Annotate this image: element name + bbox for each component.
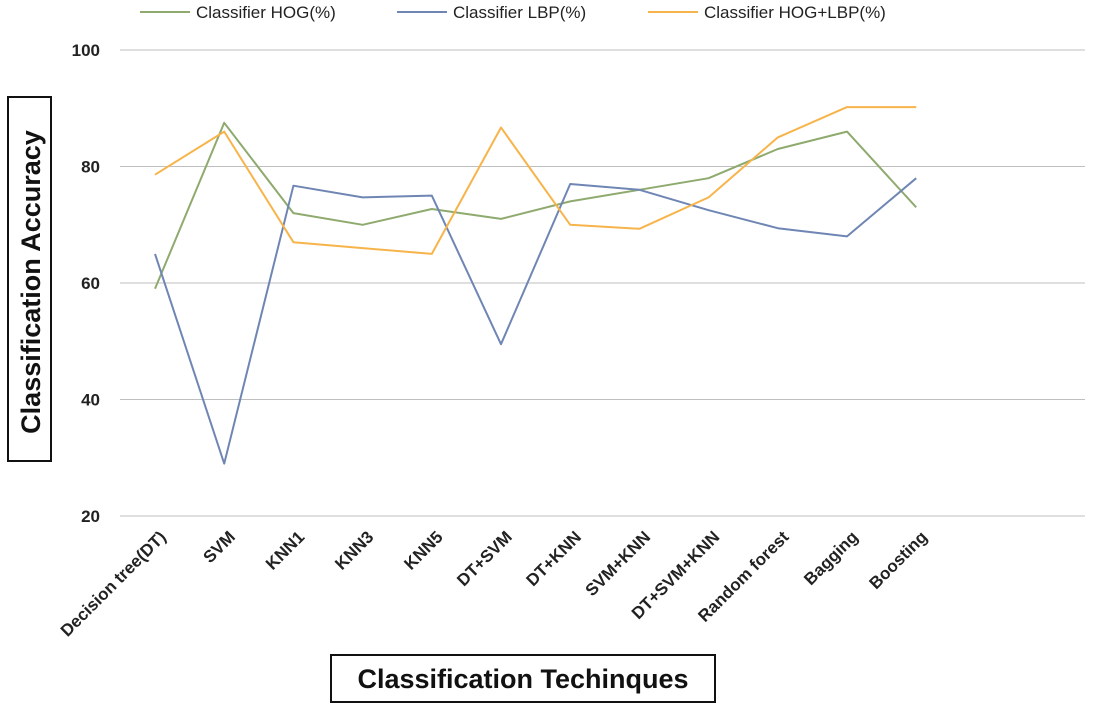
y-axis-title: Classification Accuracy	[16, 130, 46, 434]
y-axis-ticks: 20 40 60 80 100	[72, 41, 100, 526]
x-axis-title: Classification Techinques	[357, 664, 688, 694]
y-tick-label: 40	[81, 391, 100, 410]
x-tick-label: DT+SVM	[453, 527, 516, 590]
y-tick-label: 60	[81, 274, 100, 293]
x-axis-ticks: Decision tree(DT) SVM KNN1 KNN3 KNN5 DT+SVM DT…	[57, 527, 931, 640]
y-tick-label: 100	[72, 41, 100, 60]
legend-label-1: Classifier LBP(%)	[453, 3, 586, 22]
x-axis-title-box	[330, 654, 716, 703]
series-line-2	[154, 106, 917, 255]
y-axis-title-group: Classification Accuracy	[7, 96, 52, 462]
y-axis-title-box	[7, 96, 52, 462]
x-tick-label: Decision tree(DT)	[57, 527, 170, 640]
x-tick-label: KNN5	[400, 527, 446, 573]
x-tick-label: Boosting	[866, 527, 932, 593]
y-tick-label: 80	[81, 158, 100, 177]
x-axis-title-group: Classification Techinques	[330, 654, 716, 703]
x-tick-label: Bagging	[800, 527, 862, 589]
x-tick-label: SVM	[200, 527, 239, 566]
x-tick-label: KNN3	[331, 527, 377, 573]
gridlines	[120, 49, 1085, 517]
legend-label-2: Classifier HOG+LBP(%)	[704, 3, 886, 22]
x-tick-label: DT+KNN	[523, 527, 586, 590]
series-lines	[154, 106, 917, 465]
series-line-1	[154, 177, 917, 465]
legend-label-0: Classifier HOG(%)	[196, 3, 336, 22]
legend: Classifier HOG(%) Classifier LBP(%) Classi…	[140, 3, 886, 22]
x-tick-label: SVM+KNN	[582, 527, 655, 600]
series-line-0	[154, 121, 917, 290]
x-tick-label: KNN1	[262, 527, 308, 573]
y-tick-label: 20	[81, 507, 100, 526]
